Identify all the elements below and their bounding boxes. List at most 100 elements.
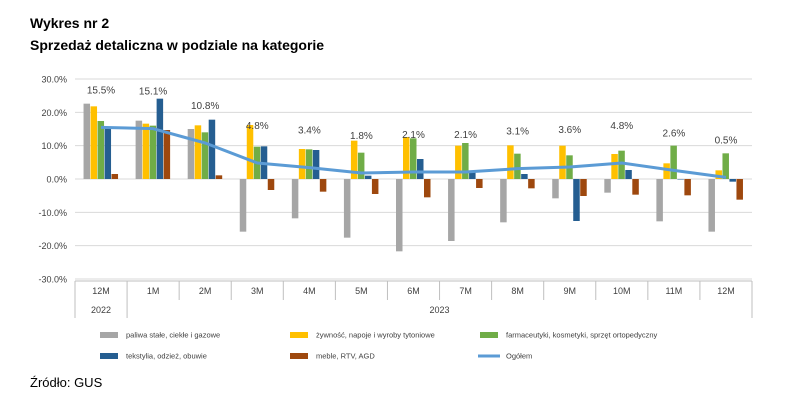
bar [187, 129, 195, 179]
x-tick-label: 2M [199, 286, 212, 296]
legend-label: farmaceutyki, kosmetyki, sprzęt ortopedy… [506, 331, 658, 340]
bar [83, 103, 91, 179]
bar [396, 179, 403, 252]
y-tick-label: 20.0% [41, 108, 67, 118]
bar [410, 138, 417, 179]
legend-label: paliwa stałe, ciekłe i gazowe [126, 331, 220, 340]
total-data-label: 3.4% [298, 126, 321, 137]
legend-swatch [290, 353, 308, 359]
bar [528, 179, 535, 189]
bar [736, 179, 743, 200]
bar [632, 179, 639, 195]
year-group-label: 2022 [91, 305, 111, 315]
total-data-label: 15.1% [139, 87, 167, 98]
chart-number-title: Wykres nr 2 [30, 15, 110, 31]
bar [656, 179, 663, 222]
chart-title: Sprzedaż detaliczna w podziale na katego… [30, 37, 325, 53]
total-data-label: 2.6% [662, 128, 685, 139]
bar [298, 149, 306, 179]
x-tick-label: 4M [303, 286, 316, 296]
bar [507, 145, 514, 179]
total-line [101, 125, 727, 179]
legend-swatch [290, 332, 308, 338]
bar [663, 163, 670, 179]
bar [715, 170, 722, 179]
total-data-label: 4.8% [246, 121, 269, 132]
bar [580, 179, 587, 196]
bar [305, 149, 313, 179]
bar [201, 132, 209, 179]
bar [90, 106, 98, 179]
bar [521, 174, 528, 179]
bar [514, 153, 521, 179]
legend-label: meble, RTV, AGD [316, 352, 375, 361]
bar [142, 123, 150, 179]
total-data-label: 15.5% [87, 85, 115, 96]
total-data-label: 1.8% [350, 131, 373, 142]
bar [246, 125, 254, 179]
bar [319, 179, 327, 192]
x-tick-label: 10M [613, 286, 631, 296]
x-tick-label: 11M [665, 286, 682, 296]
bar [722, 153, 729, 179]
bar [611, 154, 618, 179]
x-tick-label: 7M [459, 286, 472, 296]
x-tick-label: 5M [355, 286, 368, 296]
bar [500, 179, 507, 223]
x-tick-label: 12M [717, 286, 735, 296]
legend-swatch [100, 332, 118, 338]
x-tick-label: 8M [511, 286, 524, 296]
y-tick-label: -30.0% [38, 275, 67, 285]
bar [604, 179, 611, 193]
x-tick-label: 1M [147, 286, 160, 296]
bar [552, 179, 559, 199]
bar [149, 125, 157, 179]
total-data-label: 2.1% [454, 130, 477, 141]
bar [618, 150, 625, 179]
total-data-label: 4.8% [610, 121, 633, 132]
bar [350, 140, 358, 179]
bar [729, 179, 736, 182]
y-tick-label: -20.0% [38, 241, 67, 251]
legend-label: tekstylia, odzież, obuwie [126, 352, 207, 361]
legend-label: żywność, napoje i wyroby tytoniowe [316, 331, 435, 340]
y-tick-label: 0.0% [46, 175, 67, 185]
bar [559, 145, 566, 179]
bar [156, 98, 164, 179]
bar [462, 143, 469, 179]
year-group-label: 2023 [430, 305, 450, 315]
x-tick-label: 6M [407, 286, 420, 296]
total-data-label: 10.8% [191, 101, 219, 112]
bar [97, 121, 105, 179]
bar [291, 179, 299, 219]
legend-swatch [100, 353, 118, 359]
bar [135, 120, 143, 179]
bar [104, 127, 112, 179]
x-tick-label: 9M [563, 286, 576, 296]
bar [573, 179, 580, 221]
y-tick-label: -10.0% [38, 208, 67, 218]
bar [424, 179, 431, 198]
bar [625, 170, 632, 179]
source-note: Źródło: GUS [30, 375, 103, 390]
bar [403, 137, 410, 179]
bar [708, 179, 715, 232]
bar [343, 179, 351, 238]
bar [215, 175, 223, 179]
total-data-label: 2.1% [402, 130, 425, 141]
bar [111, 174, 119, 179]
bar [469, 172, 476, 179]
bar [417, 159, 424, 179]
bar [371, 179, 379, 194]
total-data-label: 0.5% [715, 135, 738, 146]
y-tick-label: 30.0% [41, 75, 67, 85]
bar [267, 179, 275, 190]
x-tick-label: 3M [251, 286, 264, 296]
bar [476, 179, 483, 188]
bar [357, 152, 365, 179]
bar [163, 130, 171, 179]
bar [677, 179, 684, 180]
bar [194, 125, 202, 179]
bar [364, 175, 372, 179]
